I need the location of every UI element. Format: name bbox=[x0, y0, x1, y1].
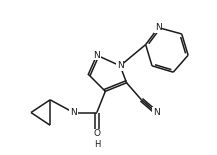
Text: N: N bbox=[117, 61, 123, 70]
Text: O: O bbox=[93, 129, 100, 138]
Text: H: H bbox=[94, 140, 100, 149]
Text: N: N bbox=[155, 23, 162, 32]
Text: N: N bbox=[94, 51, 100, 60]
Text: N: N bbox=[70, 108, 77, 117]
Text: N: N bbox=[153, 108, 160, 117]
